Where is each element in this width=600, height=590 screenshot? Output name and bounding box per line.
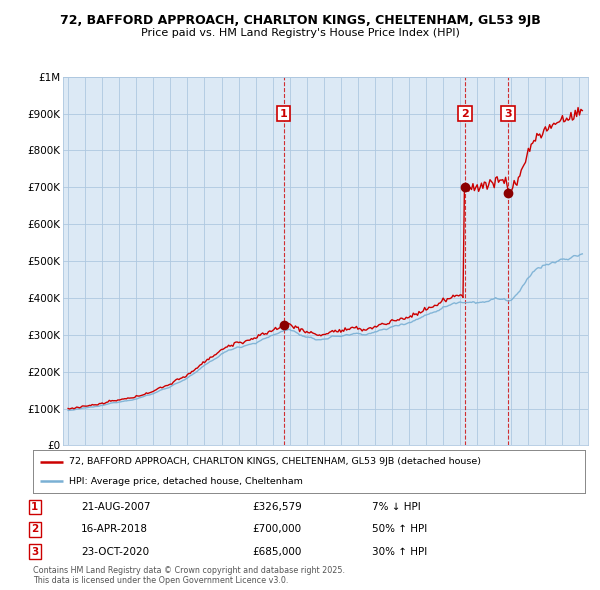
Text: HPI: Average price, detached house, Cheltenham: HPI: Average price, detached house, Chel… xyxy=(69,477,303,486)
Text: 16-APR-2018: 16-APR-2018 xyxy=(81,525,148,534)
Text: £700,000: £700,000 xyxy=(252,525,301,534)
Text: 3: 3 xyxy=(504,109,512,119)
Text: 21-AUG-2007: 21-AUG-2007 xyxy=(81,502,151,512)
Text: £326,579: £326,579 xyxy=(252,502,302,512)
Text: £685,000: £685,000 xyxy=(252,547,301,556)
Text: 3: 3 xyxy=(31,547,38,556)
Text: 2: 2 xyxy=(461,109,469,119)
Text: 72, BAFFORD APPROACH, CHARLTON KINGS, CHELTENHAM, GL53 9JB (detached house): 72, BAFFORD APPROACH, CHARLTON KINGS, CH… xyxy=(69,457,481,466)
Text: 1: 1 xyxy=(31,502,38,512)
Text: 72, BAFFORD APPROACH, CHARLTON KINGS, CHELTENHAM, GL53 9JB: 72, BAFFORD APPROACH, CHARLTON KINGS, CH… xyxy=(59,14,541,27)
Text: 2: 2 xyxy=(31,525,38,534)
Text: 23-OCT-2020: 23-OCT-2020 xyxy=(81,547,149,556)
Text: Contains HM Land Registry data © Crown copyright and database right 2025.
This d: Contains HM Land Registry data © Crown c… xyxy=(33,566,345,585)
Text: Price paid vs. HM Land Registry's House Price Index (HPI): Price paid vs. HM Land Registry's House … xyxy=(140,28,460,38)
Text: 50% ↑ HPI: 50% ↑ HPI xyxy=(372,525,427,534)
Text: 7% ↓ HPI: 7% ↓ HPI xyxy=(372,502,421,512)
Text: 1: 1 xyxy=(280,109,287,119)
Text: 30% ↑ HPI: 30% ↑ HPI xyxy=(372,547,427,556)
